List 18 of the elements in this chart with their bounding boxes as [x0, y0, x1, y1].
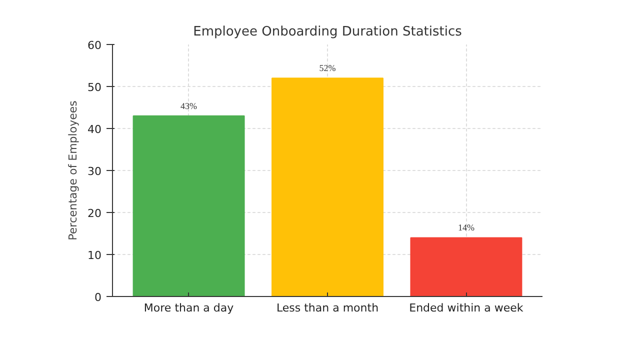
chart-title: Employee Onboarding Duration Statistics — [193, 24, 462, 40]
x-tick-label: More than a day — [144, 302, 234, 314]
x-tick-label: Less than a month — [276, 302, 379, 314]
y-tick-label: 50 — [88, 81, 102, 94]
bar — [272, 78, 384, 296]
y-tick-label: 60 — [88, 39, 102, 52]
y-tick-label: 0 — [94, 291, 102, 304]
data-label: 52% — [319, 63, 336, 74]
y-tick-label: 20 — [88, 207, 102, 220]
x-tick-label: Ended within a week — [409, 302, 524, 314]
y-axis-title: Percentage of Employees — [66, 100, 80, 240]
bar — [410, 237, 522, 296]
data-label: 14% — [458, 222, 475, 233]
y-tick-label: 40 — [88, 123, 102, 136]
bar — [132, 115, 245, 296]
y-tick-label: 30 — [88, 165, 102, 178]
data-label: 43% — [180, 100, 198, 111]
y-tick-label: 10 — [88, 249, 102, 262]
